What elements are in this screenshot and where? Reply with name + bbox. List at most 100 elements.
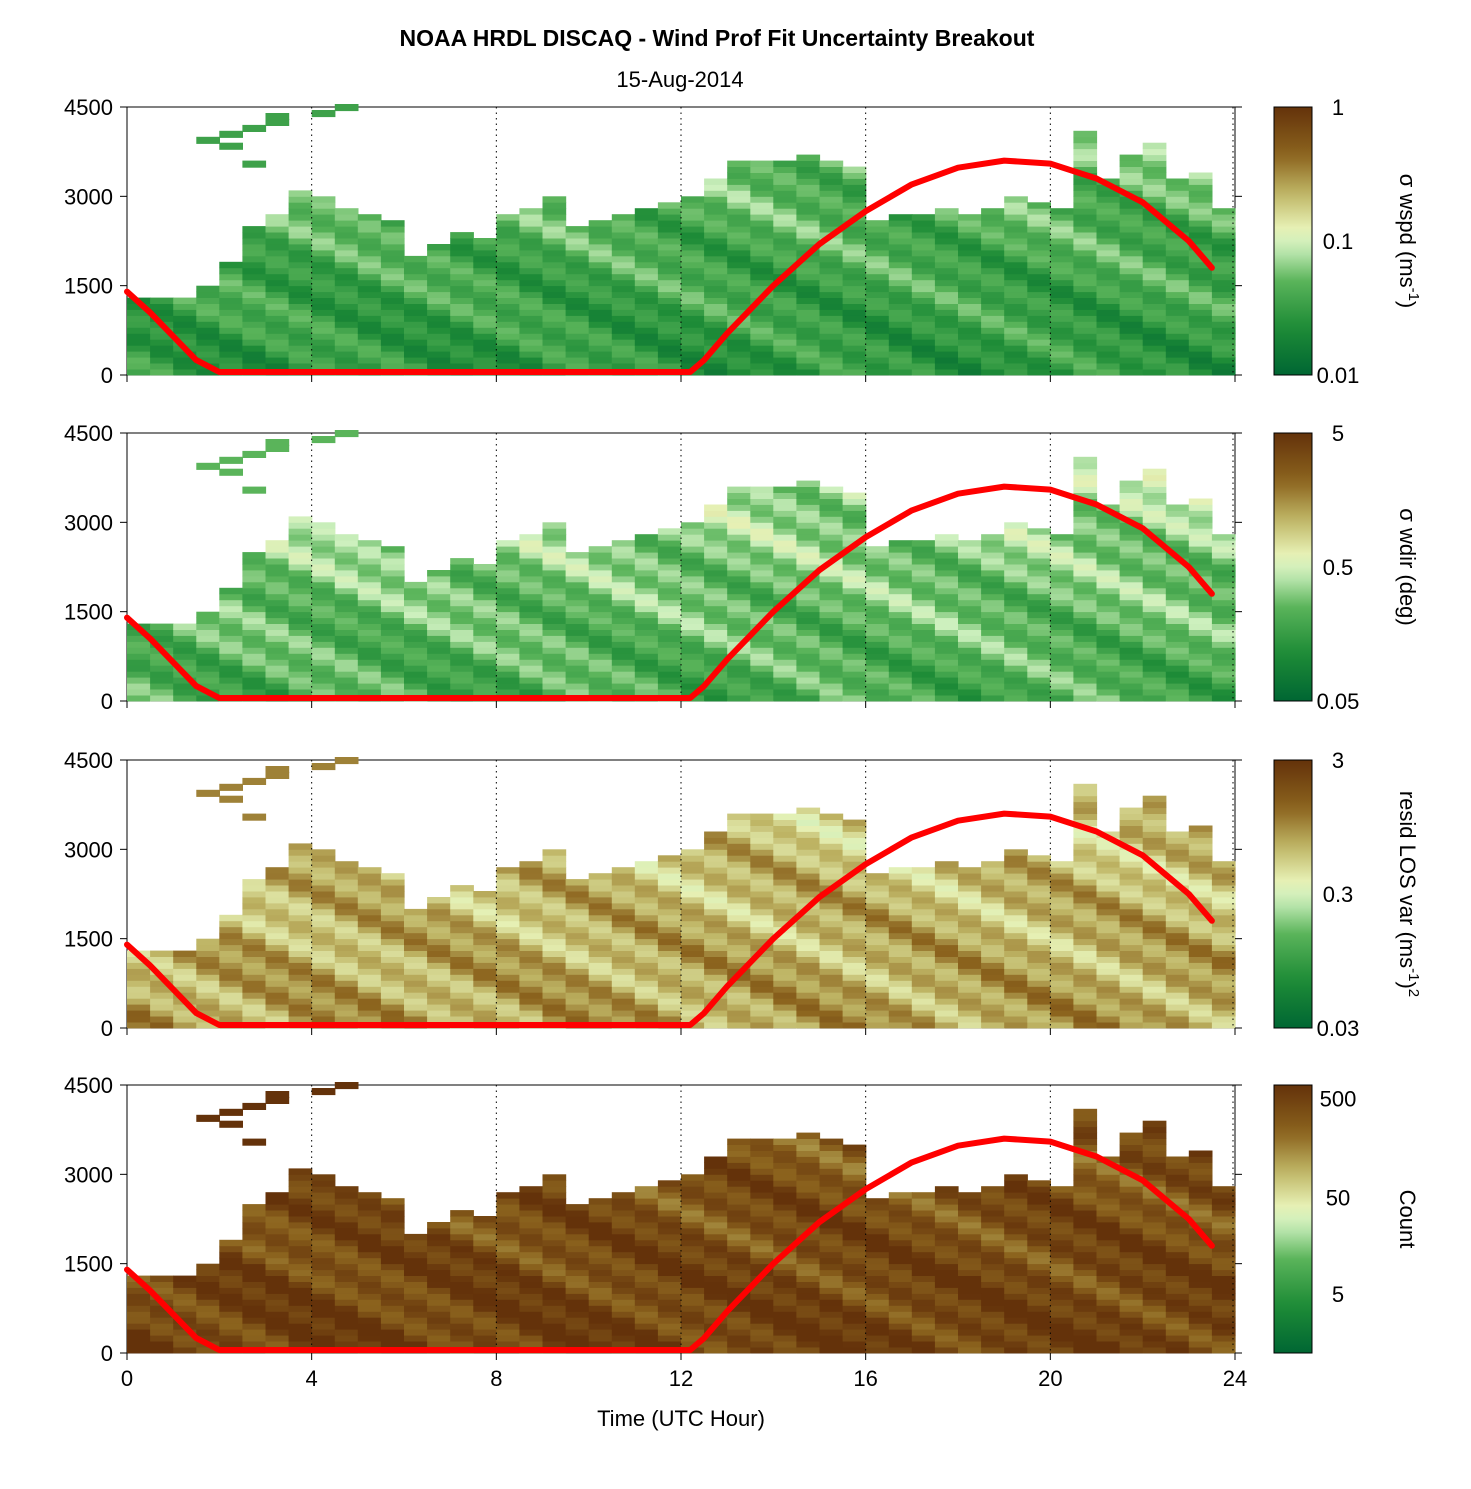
heatmap-cell — [750, 1341, 774, 1348]
heatmap-cell — [496, 1305, 520, 1312]
heatmap-cell — [1073, 819, 1098, 826]
heatmap-cell — [1188, 309, 1213, 316]
heatmap-cell — [704, 369, 728, 376]
heatmap-cell — [981, 623, 1005, 630]
heatmap-cell — [1050, 974, 1074, 981]
heatmap-cell — [865, 629, 890, 636]
heatmap-cell — [496, 1323, 520, 1330]
heatmap-cell — [357, 363, 382, 370]
heatmap-cell — [1096, 683, 1121, 690]
heatmap-cell — [1073, 855, 1098, 862]
heatmap-cell — [911, 611, 936, 619]
heatmap-cell — [796, 873, 821, 880]
heatmap-cell — [427, 635, 451, 642]
heatmap-cell — [657, 255, 682, 263]
heatmap-cell — [681, 1222, 705, 1229]
heatmap-cell — [796, 986, 821, 993]
heatmap-cell — [427, 1233, 451, 1241]
heatmap-cell — [819, 190, 844, 197]
heatmap-cell — [750, 671, 774, 678]
heatmap-cell — [958, 575, 982, 583]
heatmap-cell — [450, 950, 474, 957]
heatmap-cell — [1165, 528, 1190, 535]
heatmap-cell — [519, 861, 544, 868]
heatmap-cell — [404, 279, 428, 287]
heatmap-cell — [819, 1016, 844, 1023]
heatmap-cell — [542, 855, 567, 862]
heatmap-cell — [657, 938, 682, 946]
heatmap-cell — [611, 333, 636, 340]
heatmap-cell — [681, 1010, 705, 1017]
heatmap-cell — [865, 647, 890, 654]
heatmap-cell — [611, 902, 636, 910]
heatmap-cell — [1165, 357, 1190, 364]
heatmap-cell — [796, 1144, 821, 1151]
heatmap-cell — [819, 873, 844, 880]
heatmap-cell — [357, 914, 382, 922]
heatmap-cell — [565, 1323, 590, 1330]
heatmap-cell — [288, 932, 313, 940]
heatmap-cell — [981, 641, 1005, 648]
heatmap-cell — [681, 1251, 705, 1259]
heatmap-cell — [750, 1022, 774, 1029]
heatmap-cell — [173, 962, 197, 969]
heatmap-cell — [1142, 689, 1167, 696]
heatmap-cell — [1142, 540, 1167, 547]
heatmap-cell — [173, 1275, 197, 1282]
heatmap-cell — [427, 617, 451, 624]
heatmap-cell — [796, 1299, 821, 1306]
heatmap-cell — [450, 327, 474, 334]
heatmap-cell — [842, 623, 867, 630]
heatmap-cell — [380, 1016, 405, 1023]
heatmap-cell — [588, 653, 613, 660]
heatmap-cell — [842, 564, 867, 571]
heatmap-cell — [1096, 867, 1121, 874]
heatmap-cell — [588, 1275, 613, 1282]
heatmap-cell — [1142, 629, 1167, 636]
heatmap-cell — [404, 255, 428, 263]
heatmap-cell — [842, 932, 867, 940]
heatmap-cell — [173, 297, 197, 304]
heatmap-cell — [727, 1227, 751, 1235]
heatmap-cell — [288, 998, 313, 1005]
heatmap-cell — [657, 689, 682, 696]
heatmap-cell — [704, 238, 728, 245]
heatmap-cell — [1119, 255, 1144, 263]
heatmap-cell — [842, 369, 867, 376]
heatmap-cell — [196, 968, 220, 975]
heatmap-cell — [657, 552, 682, 559]
heatmap-cell — [727, 665, 751, 672]
heatmap-cell — [1211, 587, 1236, 595]
heatmap-cell — [496, 914, 520, 922]
heatmap-cell — [196, 1305, 220, 1312]
heatmap-cell — [150, 369, 174, 376]
heatmap-cell — [1027, 873, 1051, 880]
heatmap-cell — [150, 962, 174, 969]
heatmap-cell — [265, 351, 290, 358]
heatmap-cell — [265, 303, 290, 310]
heatmap-cell — [865, 879, 890, 886]
heatmap-cell — [565, 327, 590, 334]
heatmap-cell — [265, 1305, 290, 1312]
heatmap-cell — [1165, 587, 1190, 595]
heatmap-cell — [750, 279, 774, 287]
heatmap-cell — [242, 232, 267, 239]
heatmap-cell — [704, 689, 728, 696]
heatmap-cell — [865, 369, 890, 376]
heatmap-cell — [1188, 564, 1213, 571]
heatmap-cell — [219, 659, 243, 666]
heatmap-cell — [265, 1323, 290, 1330]
heatmap-cell — [1073, 689, 1098, 696]
heatmap-cell — [334, 1329, 359, 1336]
heatmap-cell — [657, 671, 682, 678]
heatmap-cell — [773, 1174, 797, 1181]
heatmap-cell — [727, 1156, 751, 1163]
heatmap-cell — [796, 333, 821, 340]
heatmap-cell — [888, 303, 913, 310]
heatmap-cell — [588, 677, 613, 684]
heatmap-cell — [958, 986, 982, 993]
heatmap-cell — [1211, 1022, 1236, 1029]
heatmap-cell — [1027, 297, 1051, 304]
heatmap-cell — [265, 766, 290, 774]
heatmap-cell — [634, 623, 659, 630]
